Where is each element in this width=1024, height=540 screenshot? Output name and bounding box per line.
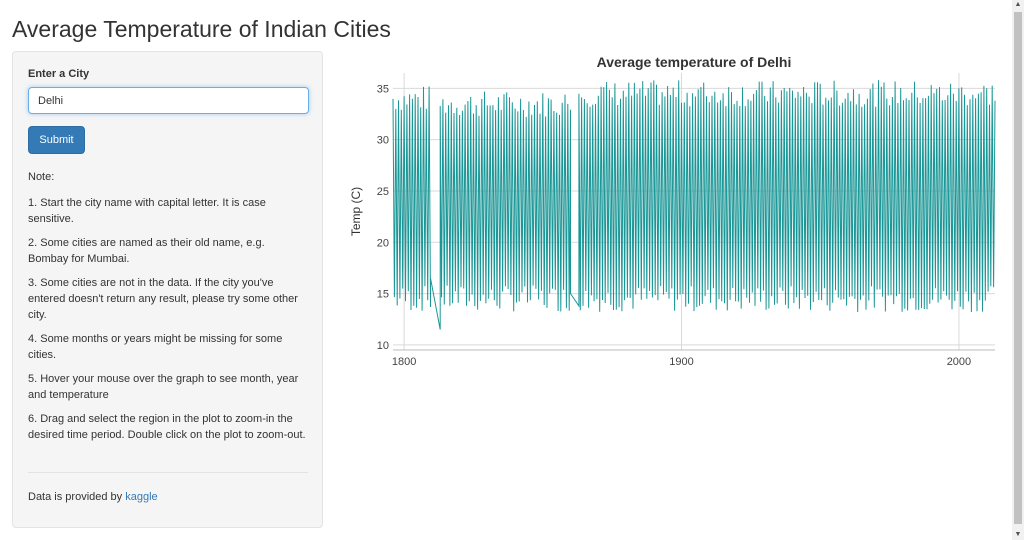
scrollbar[interactable]: ▲ ▼ [1012,0,1024,540]
x-tick-label: 2000 [947,356,971,368]
note-item: 1. Start the city name with capital lett… [28,197,266,225]
scroll-thumb[interactable] [1014,12,1022,524]
y-tick-label: 30 [377,135,389,147]
y-tick-label: 15 [377,289,389,301]
submit-button[interactable]: Submit [28,126,85,154]
x-tick-label: 1900 [669,356,693,368]
credit-prefix: Data is provided by [28,491,126,503]
note-item: 2. Some cities are named as their old na… [28,237,265,265]
chart-title: Average temperature of Delhi [597,54,792,70]
notes-list: 1. Start the city name with capital lett… [28,195,308,451]
temperature-line [392,80,996,330]
note-item: 3. Some cities are not in the data. If t… [28,277,298,321]
y-tick-label: 35 [377,83,389,95]
y-axis-label: Temp (C) [349,187,363,236]
sidebar-panel: Enter a City Submit Note: 1. Start the c… [12,51,323,528]
x-tick-label: 1800 [392,356,416,368]
temperature-chart[interactable]: Average temperature of Delhi 10 15 20 25 30 35… [340,50,1000,380]
kaggle-link[interactable]: kaggle [125,491,158,503]
divider [28,472,308,473]
y-tick-label: 25 [377,186,389,198]
note-item: 4. Some months or years might be missing… [28,333,283,361]
y-tick-label: 10 [377,340,389,352]
y-tick-label: 20 [377,237,389,249]
city-input-label: Enter a City [28,68,90,80]
scroll-down-icon[interactable]: ▼ [1014,531,1022,538]
note-title: Note: [28,171,55,183]
note-item: 5. Hover your mouse over the graph to se… [28,373,299,401]
page-title: Average Temperature of Indian Cities [12,16,391,42]
city-input[interactable] [28,87,309,114]
note-item: 6. Drag and select the region in the plo… [28,413,306,441]
data-credit: Data is provided by kaggle [28,491,158,503]
scroll-up-icon[interactable]: ▲ [1014,1,1022,8]
